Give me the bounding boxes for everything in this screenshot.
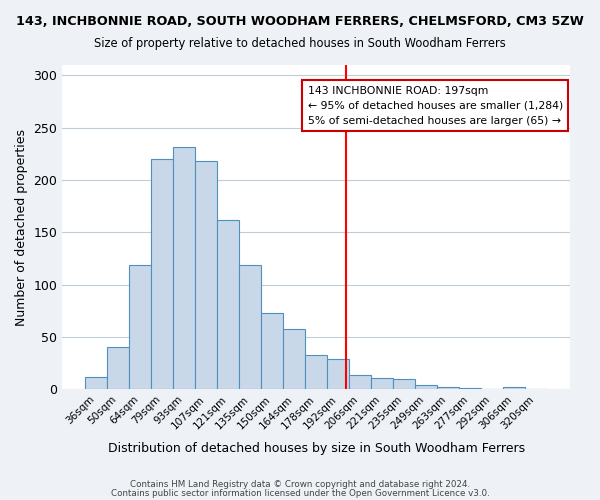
Bar (459, 388, 481, 389)
Bar (305, 354, 327, 389)
Bar (107, 348, 130, 389)
Bar (327, 359, 349, 389)
Bar (173, 146, 196, 389)
Bar (262, 313, 283, 389)
Bar (415, 385, 437, 389)
Bar (349, 374, 371, 389)
Y-axis label: Number of detached properties: Number of detached properties (15, 128, 28, 326)
Bar (503, 387, 525, 389)
Bar (283, 328, 305, 389)
Text: Size of property relative to detached houses in South Woodham Ferrers: Size of property relative to detached ho… (94, 38, 506, 51)
Text: 143, INCHBONNIE ROAD, SOUTH WOODHAM FERRERS, CHELMSFORD, CM3 5ZW: 143, INCHBONNIE ROAD, SOUTH WOODHAM FERR… (16, 15, 584, 28)
Bar (239, 264, 262, 389)
Bar (196, 161, 217, 389)
Bar (371, 378, 393, 389)
Bar (85, 376, 107, 389)
Text: Contains public sector information licensed under the Open Government Licence v3: Contains public sector information licen… (110, 489, 490, 498)
X-axis label: Distribution of detached houses by size in South Woodham Ferrers: Distribution of detached houses by size … (108, 442, 525, 455)
Bar (393, 378, 415, 389)
Bar (130, 264, 151, 389)
Bar (151, 159, 173, 389)
Bar (217, 220, 239, 389)
Bar (437, 387, 459, 389)
Text: 143 INCHBONNIE ROAD: 197sqm
← 95% of detached houses are smaller (1,284)
5% of s: 143 INCHBONNIE ROAD: 197sqm ← 95% of det… (308, 86, 563, 126)
Text: Contains HM Land Registry data © Crown copyright and database right 2024.: Contains HM Land Registry data © Crown c… (130, 480, 470, 489)
